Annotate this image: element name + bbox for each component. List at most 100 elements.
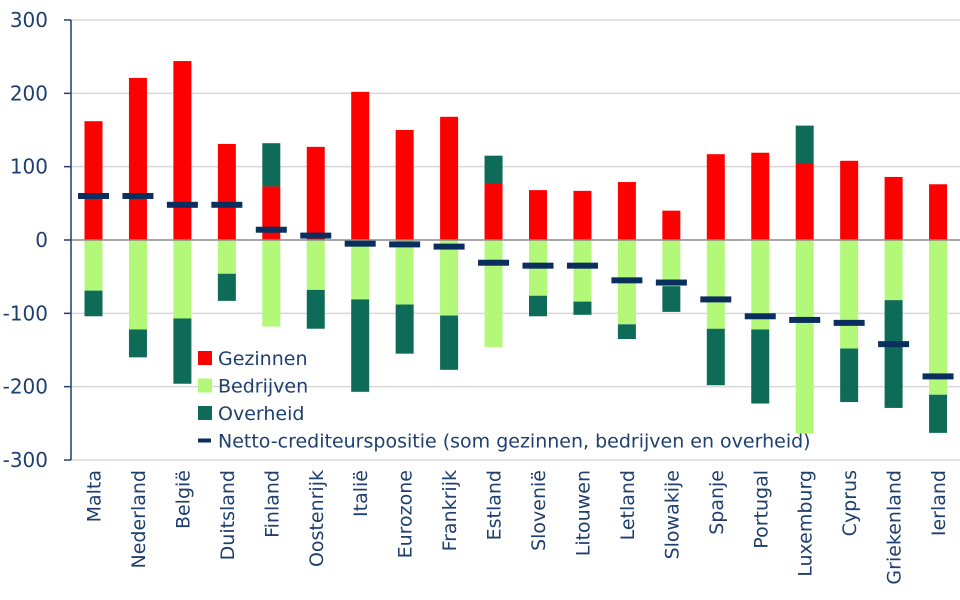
x-tick-label-eurozone: Eurozone — [395, 470, 417, 558]
legend-label-overheid: Overheid — [218, 403, 304, 425]
x-tick-label-slowakije: Slowakije — [661, 470, 683, 559]
x-tick-label-luxemburg: Luxemburg — [795, 470, 817, 577]
net-position-marker-ierland — [922, 373, 954, 380]
x-tick-label-belgie: België — [172, 470, 194, 529]
x-tick-label-cyprus: Cyprus — [839, 470, 861, 536]
bar-overheid-spanje — [706, 328, 725, 386]
bar-bedrijven-eurozone — [395, 240, 414, 305]
bar-bedrijven-cyprus — [840, 240, 859, 349]
bar-overheid-cyprus — [840, 348, 859, 403]
bars — [71, 61, 960, 434]
x-tick-label-duitsland: Duitsland — [217, 470, 239, 560]
y-axis: 300 200 100 0 -100 -200 -300 — [3, 8, 72, 472]
bar-overheid-estland — [484, 155, 503, 184]
net-position-marker-griekenland — [878, 341, 910, 348]
legend-swatch-bedrijven — [198, 378, 212, 393]
net-position-markers — [78, 193, 954, 380]
bar-overheid-portugal — [751, 329, 770, 404]
legend-swatch-overheid — [198, 406, 212, 420]
bar-gezinnen-duitsland — [217, 143, 236, 240]
x-axis-labels: Malta Nederland België Duitsland Finland Oost… — [84, 470, 951, 585]
net-position-marker-portugal — [744, 313, 776, 320]
bar-gezinnen-luxemburg — [795, 163, 814, 240]
x-tick-label-estland: Estland — [484, 470, 506, 540]
bar-overheid-italie — [351, 299, 370, 392]
bar-overheid-duitsland — [217, 273, 236, 301]
x-tick-label-slovenie: Slovenië — [528, 470, 550, 551]
bar-overheid-litouwen — [573, 301, 592, 315]
net-position-marker-luxemburg — [789, 316, 821, 323]
x-tick-label-malta: Malta — [84, 470, 106, 522]
bar-bedrijven-nederland — [128, 240, 147, 330]
y-tick-label: -100 — [3, 301, 48, 325]
bar-overheid-eurozone — [395, 304, 414, 354]
x-tick-label-letland: Letland — [617, 470, 639, 540]
bar-bedrijven-griekenland — [884, 240, 903, 301]
bar-gezinnen-letland — [617, 182, 636, 240]
x-tick-label-litouwen: Litouwen — [572, 470, 594, 556]
net-position-marker-malta — [78, 193, 109, 199]
y-tick-label: 0 — [35, 228, 48, 252]
bar-overheid-letland — [617, 324, 636, 339]
net-position-marker-cyprus — [833, 319, 865, 326]
net-position-marker-finland — [255, 226, 287, 233]
net-position-marker-litouwen — [566, 262, 598, 269]
net-position-marker-duitsland — [211, 201, 243, 208]
legend-swatch-gezinnen — [198, 351, 212, 365]
bar-gezinnen-frankrijk — [440, 116, 459, 240]
bar-gezinnen-nederland — [128, 77, 147, 240]
bar-bedrijven-slowakije — [662, 240, 681, 287]
bar-gezinnen-slovenie — [529, 190, 547, 240]
net-position-marker-spanje — [700, 296, 732, 303]
x-tick-label-spanje: Spanje — [706, 470, 728, 535]
x-tick-label-nederland: Nederland — [128, 470, 150, 569]
legend-swatch-net-position — [198, 438, 211, 443]
bar-bedrijven-luxemburg — [795, 240, 814, 434]
y-tick-label: 100 — [10, 155, 48, 179]
net-position-marker-letland — [611, 277, 643, 284]
legend-label-bedrijven: Bedrijven — [218, 376, 308, 398]
legend-label-net-position: Netto-crediteurspositie (som gezinnen, b… — [218, 431, 811, 453]
bar-gezinnen-slowakije — [662, 210, 681, 240]
net-position-marker-oostenrijk — [300, 232, 332, 239]
y-tick-label: -200 — [3, 375, 48, 399]
bar-bedrijven-estland — [484, 240, 503, 348]
bar-gezinnen-finland — [262, 186, 281, 240]
y-tick-label: 300 — [10, 8, 48, 32]
bar-gezinnen-estland — [484, 183, 503, 240]
bar-gezinnen-ierland — [929, 184, 948, 240]
x-tick-label-frankrijk: Frankrijk — [439, 470, 461, 551]
bar-overheid-luxemburg — [795, 125, 814, 163]
net-position-marker-italie — [344, 240, 376, 247]
bar-bedrijven-belgie — [173, 240, 192, 319]
net-position-marker-nederland — [122, 193, 154, 199]
bar-bedrijven-finland — [262, 240, 281, 327]
x-tick-label-portugal: Portugal — [750, 470, 772, 549]
bar-overheid-finland — [262, 143, 281, 187]
bar-overheid-ierland — [929, 394, 948, 433]
bar-gezinnen-oostenrijk — [306, 146, 325, 240]
net-position-marker-eurozone — [389, 241, 421, 248]
bar-gezinnen-spanje — [706, 154, 725, 240]
x-tick-label-griekenland: Griekenland — [884, 470, 906, 585]
bar-bedrijven-duitsland — [217, 240, 236, 274]
bar-bedrijven-spanje — [706, 240, 725, 329]
bar-bedrijven-malta — [84, 240, 103, 291]
y-tick-label: 200 — [10, 81, 48, 105]
x-tick-label-oostenrijk: Oostenrijk — [306, 470, 328, 567]
legend-label-gezinnen: Gezinnen — [218, 348, 307, 370]
bar-gezinnen-malta — [84, 121, 103, 240]
net-position-marker-frankrijk — [433, 243, 465, 250]
bar-overheid-belgie — [173, 318, 192, 384]
x-tick-label-finland: Finland — [261, 470, 283, 538]
bar-gezinnen-italie — [351, 91, 370, 240]
bar-gezinnen-cyprus — [840, 160, 859, 240]
bar-overheid-griekenland — [884, 300, 903, 408]
bar-overheid-frankrijk — [440, 315, 459, 370]
bar-gezinnen-belgie — [173, 61, 192, 240]
net-position-marker-estland — [478, 259, 510, 266]
bar-overheid-nederland — [128, 329, 147, 358]
net-position-marker-slovenie — [522, 262, 554, 269]
bar-bedrijven-portugal — [751, 240, 770, 330]
